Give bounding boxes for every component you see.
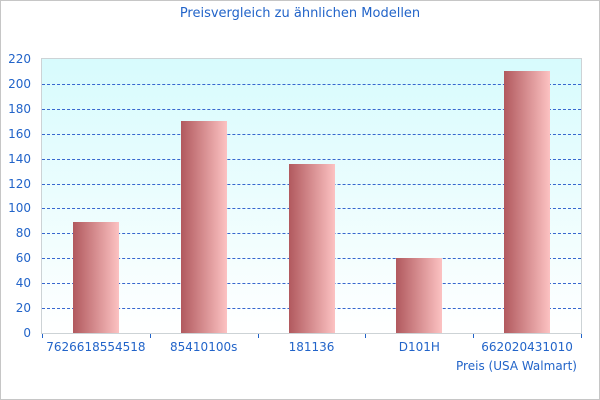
- x-axis-category-label: 181136: [288, 340, 335, 354]
- bar: [396, 258, 443, 333]
- y-axis-tick-label: 160: [8, 126, 31, 141]
- y-axis-tick-label: 140: [8, 151, 31, 166]
- y-axis-tick-label: 100: [8, 201, 31, 216]
- x-axis-title: Preis (USA Walmart): [456, 359, 577, 373]
- x-axis-tick: [42, 334, 43, 338]
- x-axis-category-label: 85410100s: [170, 340, 238, 354]
- y-axis-tick-label: 0: [23, 326, 31, 340]
- bar: [72, 222, 119, 333]
- x-axis-tick: [473, 334, 475, 338]
- x-axis-tick: [581, 334, 582, 338]
- plot-area: [41, 58, 582, 334]
- chart-title: Preisvergleich zu ähnlichen Modellen: [179, 6, 421, 21]
- x-axis-tick: [257, 334, 259, 338]
- x-axis-tick: [365, 334, 367, 338]
- y-axis-tick-label: 180: [8, 101, 31, 116]
- gridline: [42, 83, 581, 85]
- gridline: [42, 158, 581, 160]
- y-axis-tick-label: 60: [15, 251, 31, 266]
- y-axis-tick-label: 220: [8, 52, 31, 66]
- bar: [288, 163, 335, 333]
- bar: [180, 121, 227, 333]
- y-axis-tick-label: 80: [15, 226, 31, 241]
- gridline: [42, 133, 581, 135]
- y-axis-tick-label: 120: [8, 176, 31, 191]
- y-axis-tick-label: 20: [15, 301, 31, 316]
- x-axis-category-label: D101H: [398, 340, 440, 354]
- x-axis-tick: [149, 334, 151, 338]
- x-axis-category-label: 7626618554518: [46, 340, 146, 354]
- y-axis-tick-label: 200: [8, 76, 31, 91]
- y-axis-tick-label: 40: [15, 276, 31, 291]
- gridline: [42, 108, 581, 110]
- bar: [504, 71, 551, 333]
- x-axis-category-label: 662020431010: [481, 340, 573, 354]
